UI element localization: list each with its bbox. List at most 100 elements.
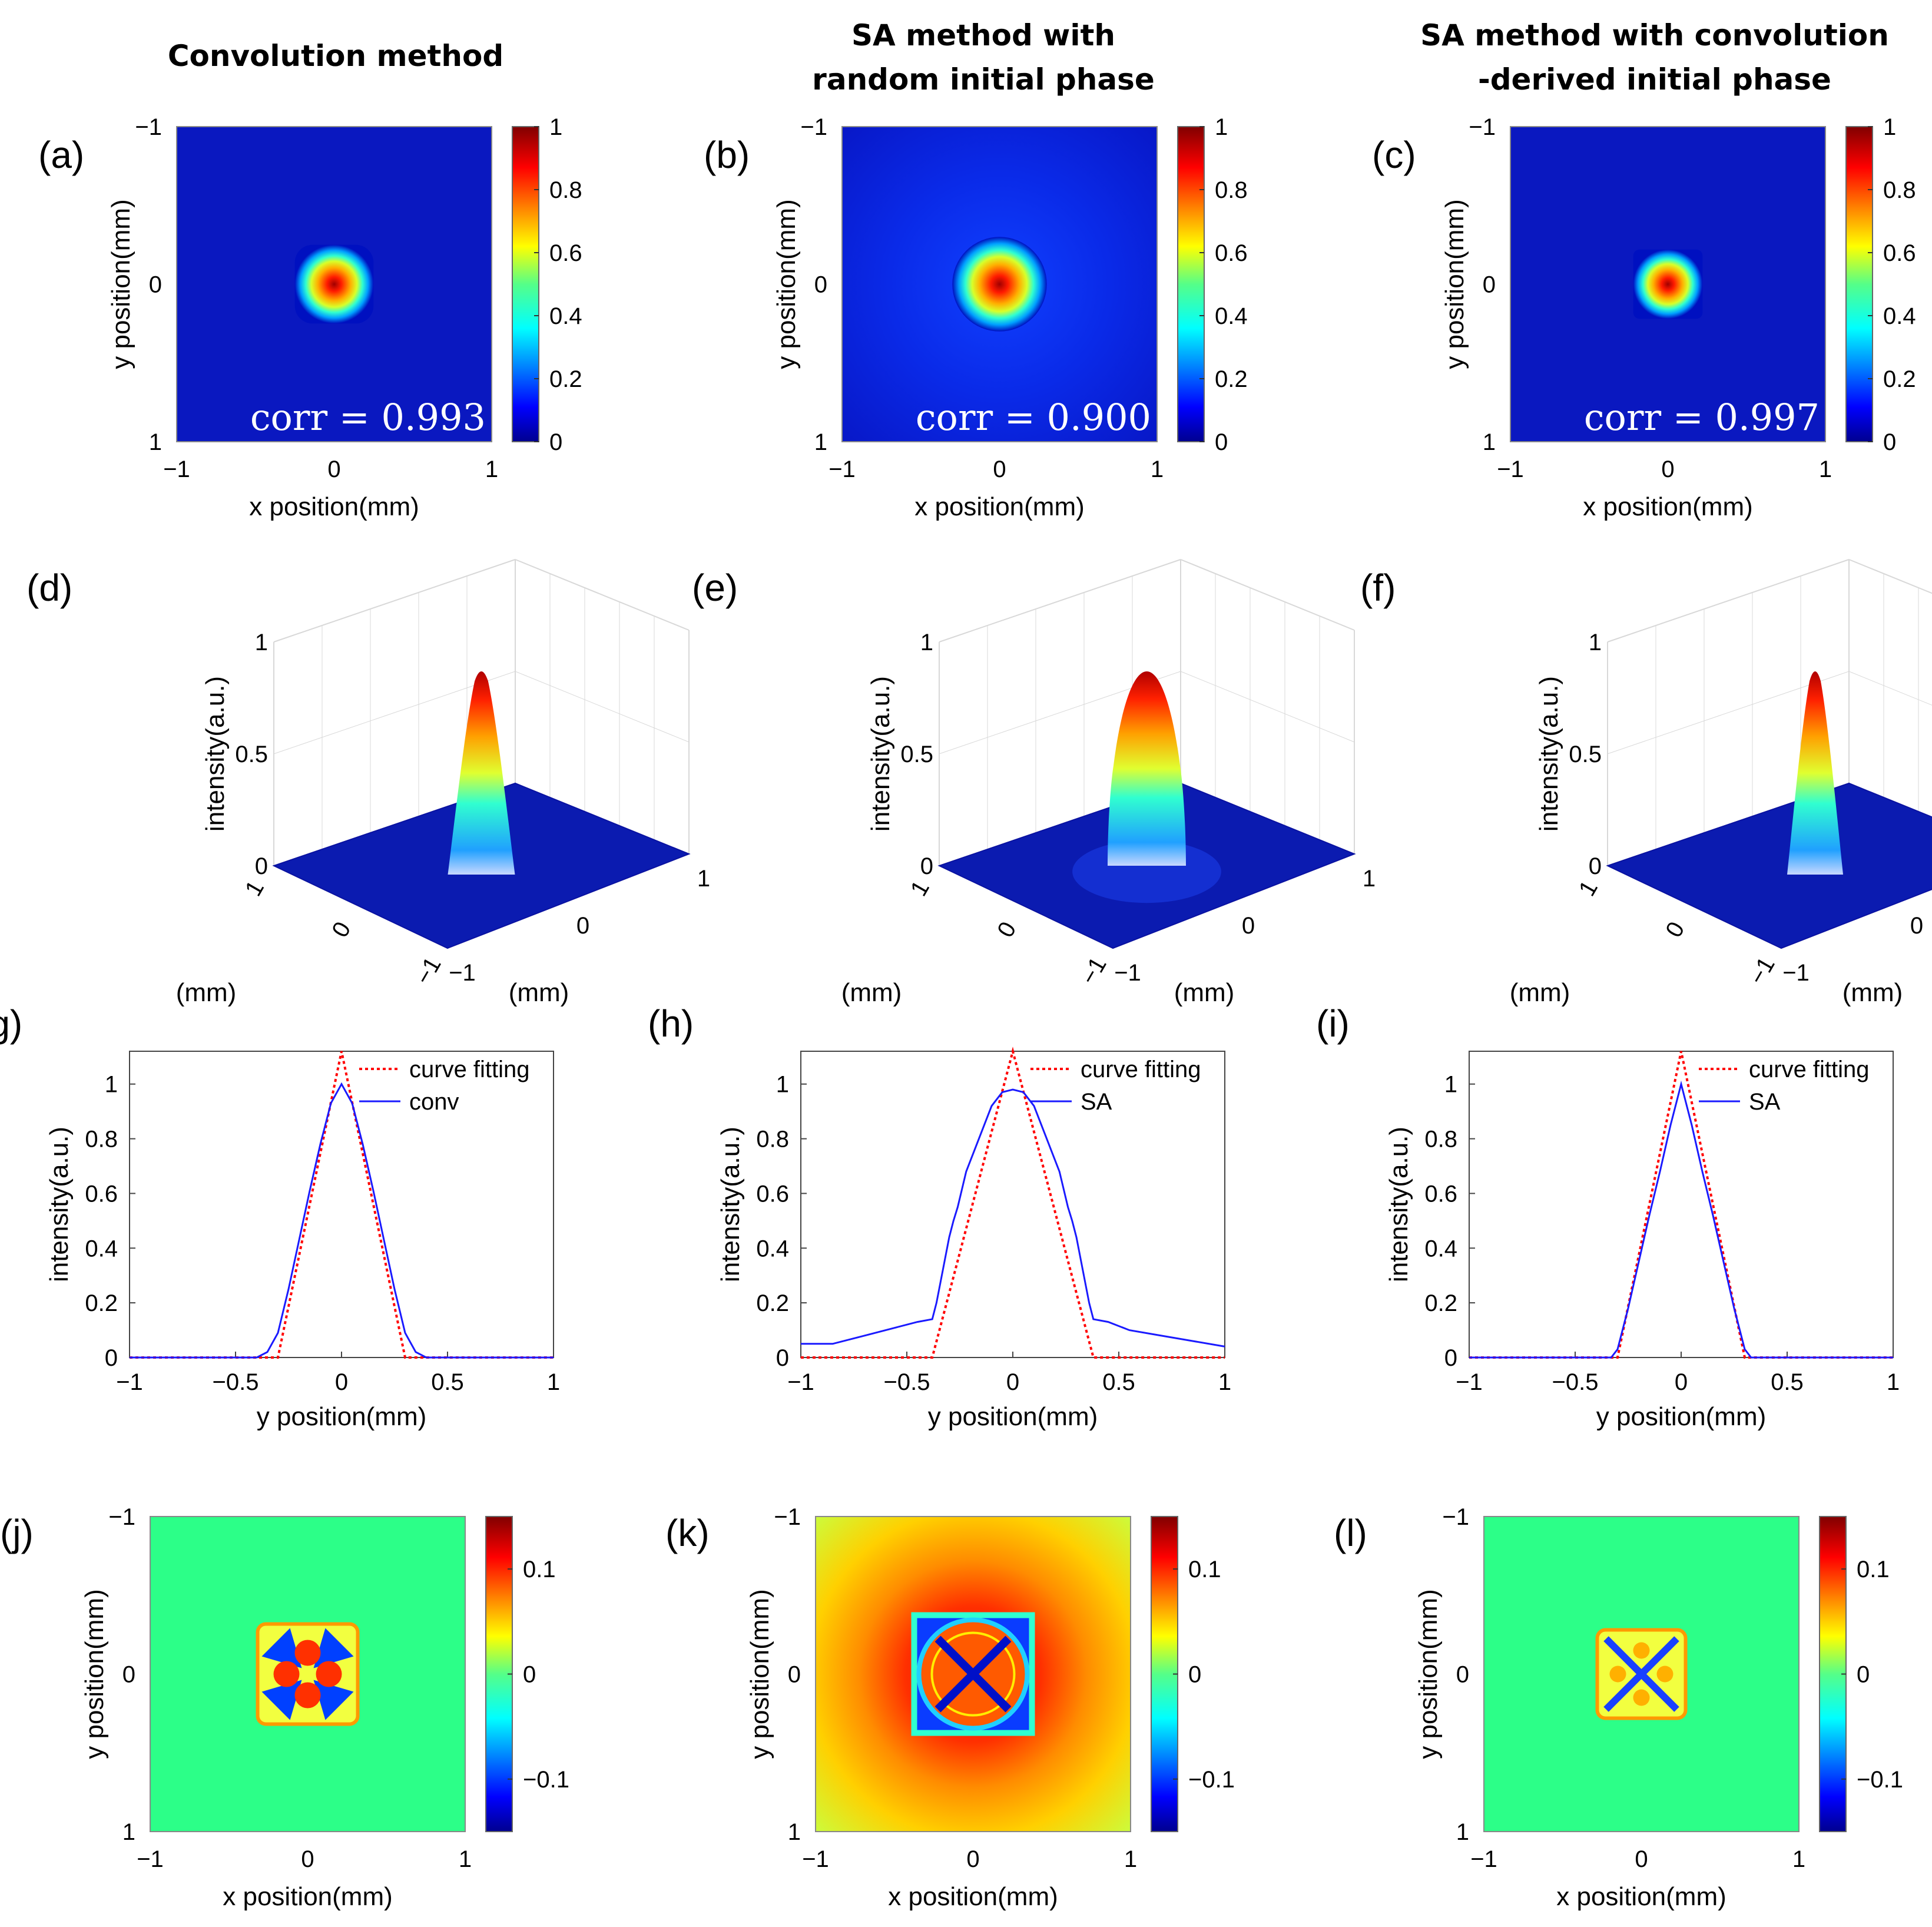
y-axis-label: y position(mm) bbox=[745, 1589, 774, 1759]
colorbar-tick-label: 0.4 bbox=[1883, 303, 1916, 329]
x-tick-label: −1 bbox=[1470, 1846, 1497, 1872]
column-header-sa-conv-line1: SA method with convolution bbox=[1420, 18, 1889, 52]
series-fit-line bbox=[801, 1047, 1225, 1359]
x-tick-label: 0 bbox=[1242, 913, 1255, 939]
y-tick-label: 1 bbox=[240, 876, 269, 900]
residual-lobe-blue bbox=[313, 1680, 354, 1720]
legend-label: SA bbox=[1749, 1089, 1781, 1115]
y-tick-label: −1 bbox=[1076, 953, 1112, 989]
colorbar bbox=[512, 126, 539, 442]
residual-diagonal bbox=[1603, 1636, 1679, 1712]
colorbar-tick-label: −0.1 bbox=[1188, 1767, 1235, 1793]
y-tick-label: −1 bbox=[1442, 1504, 1469, 1530]
corr-annotation: corr = 0.900 bbox=[916, 396, 1151, 439]
heatmap-spot bbox=[952, 237, 1047, 332]
z-tick-label: 0 bbox=[1589, 853, 1602, 879]
x-axis-label: y position(mm) bbox=[257, 1402, 427, 1431]
colorbar-tick-label: 0.1 bbox=[1857, 1557, 1890, 1582]
column-header-sa-random-line2: random initial phase bbox=[812, 62, 1155, 97]
residual-lobe-orange bbox=[1656, 1666, 1673, 1683]
x-tick-label: 0.5 bbox=[1102, 1369, 1135, 1395]
x-tick-label: −1 bbox=[829, 456, 856, 482]
panel-label: (j) bbox=[0, 1512, 34, 1554]
y-tick-label: 1 bbox=[122, 1819, 135, 1845]
panel-label: (d) bbox=[26, 567, 72, 609]
surface-peak bbox=[1108, 671, 1186, 866]
colorbar-tick-label: 0.6 bbox=[549, 240, 582, 266]
y-tick-label: 1 bbox=[1574, 876, 1603, 900]
colorbar-tick-label: 0 bbox=[1188, 1662, 1201, 1688]
residual-lobe-red bbox=[294, 1640, 321, 1666]
y-tick-label: 1 bbox=[814, 429, 827, 455]
x-tick-label: −0.5 bbox=[213, 1369, 259, 1395]
y-tick-label: −1 bbox=[774, 1504, 801, 1530]
x-tick-label: −1 bbox=[1782, 960, 1810, 986]
z-tick-label: 0 bbox=[255, 853, 268, 879]
y-axis-label: intensity(a.u.) bbox=[716, 1127, 745, 1282]
z-tick-label: 0.5 bbox=[235, 741, 268, 767]
x-tick-label: −1 bbox=[787, 1369, 814, 1395]
x-tick-label: 0 bbox=[327, 456, 340, 482]
surface-peak bbox=[448, 671, 515, 875]
y-tick-label: −1 bbox=[1744, 953, 1780, 989]
residual-lobe-red bbox=[273, 1661, 300, 1687]
y-tick-label: 1 bbox=[788, 1819, 801, 1845]
y-tick-label: 0 bbox=[814, 272, 827, 298]
grid-line bbox=[1607, 671, 1850, 754]
x-tick-label: 1 bbox=[1124, 1846, 1137, 1872]
x-tick-label: 0.5 bbox=[431, 1369, 464, 1395]
column-header-convolution: Convolution method bbox=[167, 39, 504, 73]
panel-label: (g) bbox=[0, 1002, 22, 1045]
residual-lobe-red bbox=[294, 1682, 321, 1709]
y-tick-label: −1 bbox=[1469, 114, 1496, 140]
z-tick-label: 1 bbox=[255, 630, 268, 655]
y-tick-label: 0.8 bbox=[756, 1127, 789, 1153]
z-tick-label: 0.5 bbox=[1569, 741, 1602, 767]
heatmap-frame bbox=[1510, 126, 1826, 442]
series-data-line bbox=[801, 1088, 1225, 1347]
series-data-line bbox=[130, 1082, 554, 1359]
colorbar-tick-label: 0 bbox=[1883, 429, 1896, 455]
colorbar-tick-label: 1 bbox=[549, 114, 562, 140]
y-tick-label: 0.6 bbox=[1424, 1181, 1457, 1207]
y-axis-label: (mm) bbox=[176, 978, 237, 1007]
panel-label: (l) bbox=[1334, 1512, 1367, 1554]
y-tick-label: 1 bbox=[1456, 1819, 1469, 1845]
x-axis-label: (mm) bbox=[1174, 978, 1235, 1007]
x-tick-label: 0 bbox=[301, 1846, 314, 1872]
y-axis-label: (mm) bbox=[841, 978, 902, 1007]
x-tick-label: 0 bbox=[576, 913, 589, 939]
y-tick-label: 0.4 bbox=[1424, 1236, 1457, 1262]
colorbar-tick-label: 0.4 bbox=[1215, 303, 1248, 329]
panel-label: (h) bbox=[648, 1002, 694, 1045]
colorbar bbox=[1845, 126, 1873, 442]
panel-label: (c) bbox=[1372, 134, 1416, 176]
x-tick-label: 0 bbox=[993, 456, 1006, 482]
residual-ring-inner bbox=[930, 1631, 1016, 1717]
colorbar-tick-label: 0.1 bbox=[523, 1557, 556, 1582]
residual-diagonal bbox=[934, 1635, 1012, 1713]
y-tick-label: 0.2 bbox=[756, 1290, 789, 1316]
x-tick-label: 1 bbox=[547, 1369, 560, 1395]
colorbar-tick-label: −0.1 bbox=[523, 1767, 569, 1793]
surface-base bbox=[1606, 782, 1932, 949]
x-tick-label: 0 bbox=[1675, 1369, 1688, 1395]
y-tick-label: 1 bbox=[1483, 429, 1496, 455]
colorbar-tick-label: 0.8 bbox=[1883, 177, 1916, 203]
heatmap-frame bbox=[1483, 1516, 1800, 1832]
y-tick-label: 0 bbox=[1483, 272, 1496, 298]
colorbar-tick-label: 0.2 bbox=[549, 366, 582, 392]
residual-lobe-orange bbox=[1633, 1689, 1650, 1706]
y-tick-label: 0 bbox=[776, 1345, 789, 1371]
colorbar-tick-label: 0.1 bbox=[1188, 1557, 1221, 1582]
series-data-line bbox=[1469, 1080, 1893, 1359]
panel-label: (e) bbox=[692, 567, 738, 609]
y-axis-label: y position(mm) bbox=[772, 199, 801, 369]
y-tick-label: 0 bbox=[105, 1345, 118, 1371]
x-tick-label: −1 bbox=[802, 1846, 829, 1872]
x-tick-label: 0.5 bbox=[1771, 1369, 1804, 1395]
surface-peak bbox=[1787, 671, 1843, 875]
y-tick-label: 0.2 bbox=[1424, 1290, 1457, 1316]
x-tick-label: −0.5 bbox=[1552, 1369, 1599, 1395]
